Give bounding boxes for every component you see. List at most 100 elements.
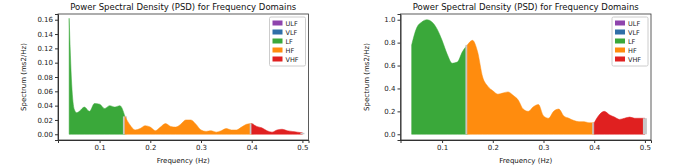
legend-box xyxy=(270,17,306,66)
tick-mark xyxy=(398,43,401,44)
plot-frame xyxy=(401,14,652,140)
tick: 0.5 xyxy=(640,140,651,152)
tick: 0.4 xyxy=(247,140,259,152)
tick-mark xyxy=(442,140,443,143)
legend-label: LF xyxy=(628,38,636,46)
tick: 0.00 xyxy=(37,131,58,139)
tick-mark xyxy=(55,120,58,121)
plot: 0.10.20.30.40.50.000.020.040.060.080.100… xyxy=(37,14,309,152)
tick: 0.1 xyxy=(95,140,106,152)
y-axis: 0.00.20.40.60.81.0 xyxy=(384,15,401,141)
legend-swatch xyxy=(615,39,625,44)
legend-label: VHF xyxy=(286,56,299,64)
tick-label: 0.04 xyxy=(37,102,53,110)
tick: 0.4 xyxy=(384,85,400,93)
tick-label: 0.1 xyxy=(95,144,106,152)
tick: 0.0 xyxy=(384,131,400,139)
tick-label: 0.2 xyxy=(145,144,156,152)
page: 0.10.20.30.40.50.000.020.040.060.080.100… xyxy=(0,0,685,167)
tick: 0.3 xyxy=(538,140,549,152)
legend-label: VLF xyxy=(286,29,298,37)
y-axis-title: Spectrum (ms2/Hz) xyxy=(363,43,371,111)
tick-label: 0.06 xyxy=(37,88,53,96)
legend-label: HF xyxy=(628,47,637,55)
tick-label: 0.5 xyxy=(640,144,651,152)
x-axis-title: Frequency (Hz) xyxy=(499,157,552,165)
tick-mark xyxy=(55,134,58,135)
legend-label: ULF xyxy=(628,20,640,28)
tick: 0.10 xyxy=(37,59,58,67)
tick-mark xyxy=(55,63,58,64)
tick-label: 0.02 xyxy=(37,117,53,125)
tick: 0.5 xyxy=(297,140,308,152)
tick-label: 0.14 xyxy=(37,31,53,39)
x-axis: 0.1 0.2 0.3 0.4 0.5 xyxy=(59,140,310,152)
tick-mark xyxy=(55,48,58,49)
band-edge xyxy=(643,118,647,134)
legend-label: LF xyxy=(286,38,294,46)
band-edge xyxy=(300,133,304,134)
tick-label: 0.2 xyxy=(488,144,499,152)
legend-label: VLF xyxy=(628,29,640,37)
tick: 1.0 xyxy=(384,16,400,24)
legend-swatch xyxy=(273,57,283,62)
tick-mark xyxy=(55,34,58,35)
chart: 0.10.20.30.40.50.000.020.040.060.080.100… xyxy=(20,2,309,165)
plot-frame xyxy=(58,14,309,140)
tick-label: 1.0 xyxy=(384,16,395,24)
legend-swatch xyxy=(273,48,283,53)
y-axis-title: Spectrum (ms2/Hz) xyxy=(20,43,28,111)
tick: 0.02 xyxy=(37,117,58,125)
legend-swatch xyxy=(615,48,625,53)
tick-label: 0.5 xyxy=(297,144,308,152)
tick-mark xyxy=(55,20,58,21)
band-area xyxy=(69,18,125,134)
title: Power Spectral Density (PSD) for Frequen… xyxy=(413,2,640,12)
tick-mark xyxy=(201,140,202,143)
tick: 0.2 xyxy=(488,140,499,152)
tick-label: 0.6 xyxy=(384,62,396,70)
tick: 0.04 xyxy=(37,102,58,110)
tick-label: 0.3 xyxy=(196,144,207,152)
plot: 0.1 0.2 0.3 0.4 0.5 0.0 0.2 0.4 0.6 0.8 1.0 ULFVLFL… xyxy=(384,14,651,152)
tick-mark xyxy=(645,140,646,143)
tick-label: 0.4 xyxy=(247,144,259,152)
tick: 0.6 xyxy=(384,62,400,70)
tick-mark xyxy=(543,140,544,143)
tick-label: 0.00 xyxy=(37,131,53,139)
tick-label: 0.4 xyxy=(589,144,601,152)
tick: 0.2 xyxy=(145,140,156,152)
tick: 0.1 xyxy=(437,140,448,152)
tick-mark xyxy=(398,134,401,135)
legend-swatch xyxy=(615,21,625,26)
tick-label: 0.12 xyxy=(37,45,53,53)
tick-mark xyxy=(398,20,401,21)
tick: 0.8 xyxy=(384,39,400,47)
legend-label: ULF xyxy=(286,20,298,28)
tick: 0.14 xyxy=(37,31,58,39)
tick: 0.06 xyxy=(37,88,58,96)
tick: 0.16 xyxy=(37,16,58,24)
tick-mark xyxy=(302,140,303,143)
tick-mark xyxy=(493,140,494,143)
tick-label: 0.1 xyxy=(437,144,448,152)
band-area xyxy=(252,124,303,135)
tick-mark xyxy=(398,88,401,89)
axis-line xyxy=(401,141,652,144)
tick-label: 0.0 xyxy=(384,131,395,139)
axis-line xyxy=(59,141,310,144)
tick-label: 0.3 xyxy=(538,144,549,152)
tick-mark xyxy=(55,77,58,78)
title: Power Spectral Density (PSD) for Frequen… xyxy=(70,2,297,12)
legend-swatch xyxy=(615,30,625,35)
tick-mark xyxy=(55,91,58,92)
legend: ULFVLFLFHFVHF xyxy=(612,17,648,66)
tick-mark xyxy=(150,140,151,143)
legend-swatch xyxy=(273,21,283,26)
legend-swatch xyxy=(615,57,625,62)
legend-label: HF xyxy=(286,47,295,55)
x-axis-title: Frequency (Hz) xyxy=(157,157,210,165)
tick-mark xyxy=(252,140,253,143)
x-axis: 0.1 0.2 0.3 0.4 0.5 xyxy=(401,140,652,152)
tick-mark xyxy=(398,111,401,112)
